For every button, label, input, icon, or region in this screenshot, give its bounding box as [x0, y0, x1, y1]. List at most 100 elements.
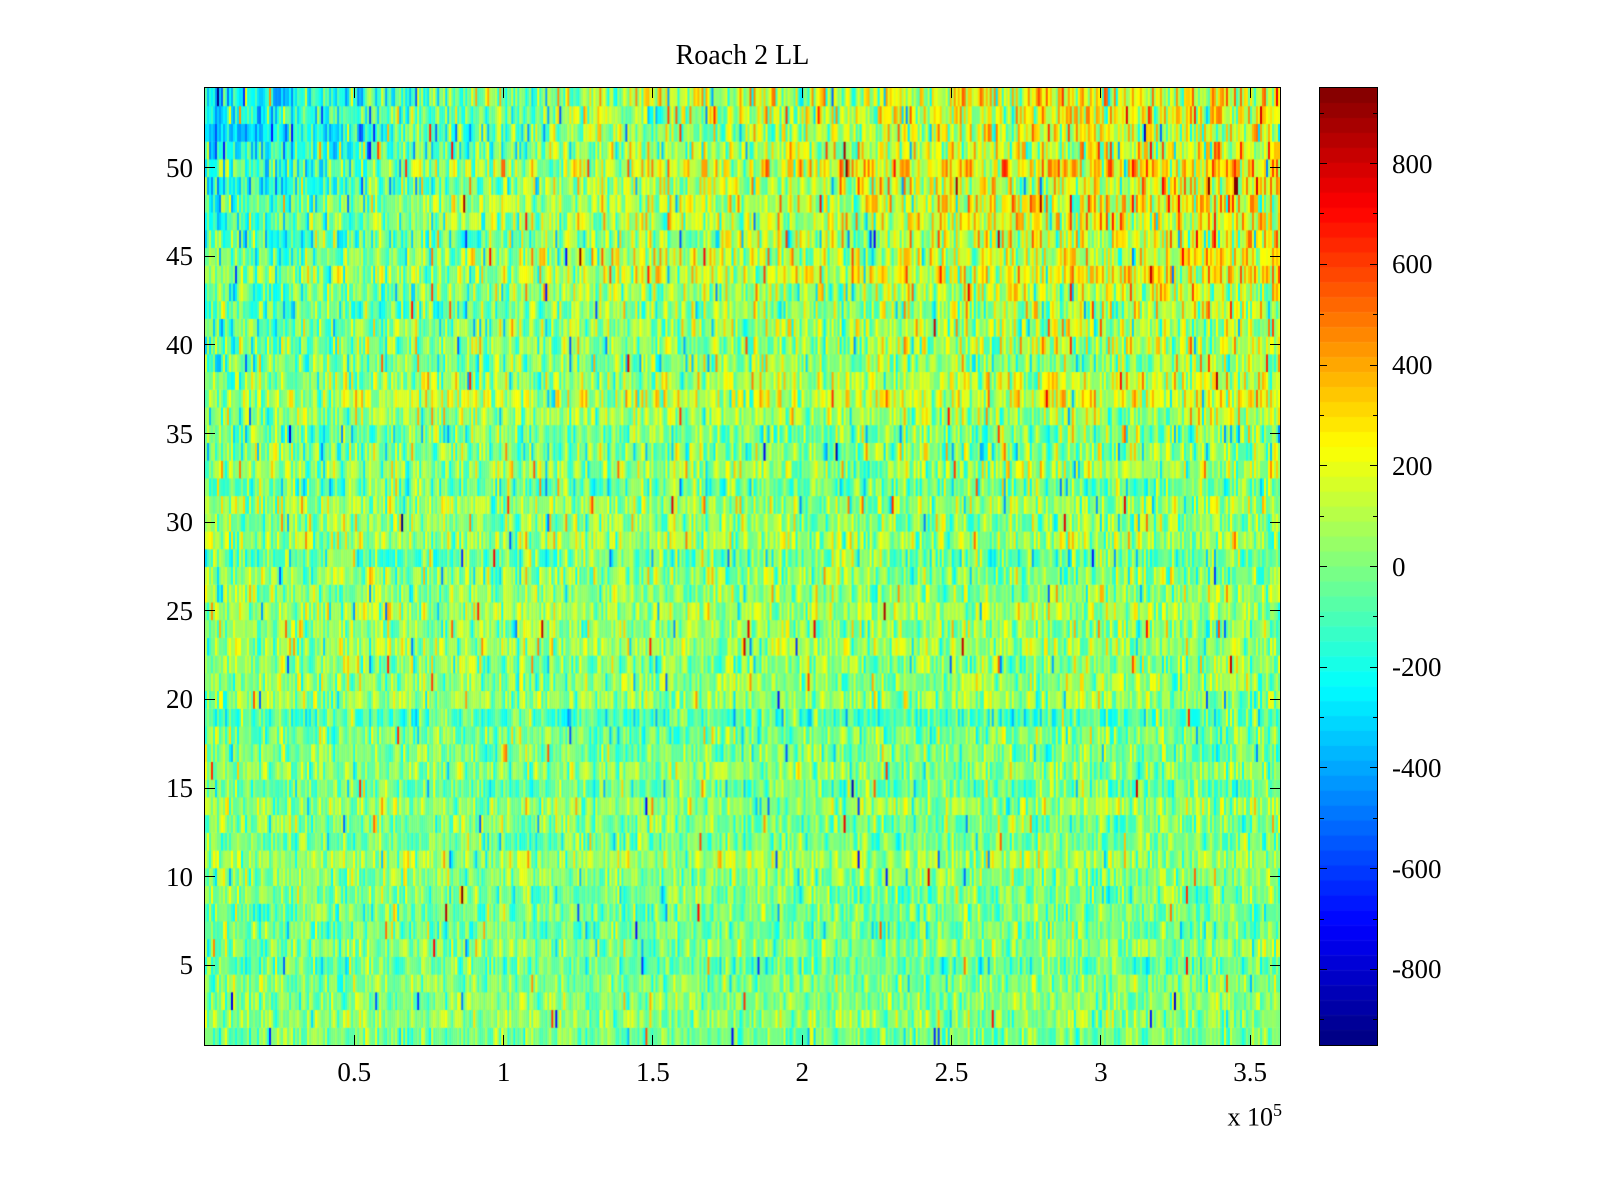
colorbar-tick-mark-left [1320, 666, 1327, 668]
colorbar-minor-tick-mark [1373, 1019, 1377, 1021]
colorbar-tick-mark-left [1320, 163, 1327, 165]
colorbar-minor-tick-mark [1373, 112, 1377, 114]
colorbar-minor-tick-mark [1373, 515, 1377, 517]
y-tick-label: 20 [166, 684, 193, 715]
x-multiplier-exponent: 5 [1273, 1100, 1282, 1120]
colorbar-tick-label: 200 [1392, 450, 1433, 481]
y-tick-mark-right [1270, 964, 1280, 966]
y-tick-mark-right [1270, 787, 1280, 789]
colorbar-minor-tick-mark [1373, 616, 1377, 618]
y-tick-mark-right [1270, 255, 1280, 257]
x-axis-multiplier-label: x 105 [1170, 1100, 1283, 1133]
x-tick-mark [801, 1035, 803, 1045]
x-tick-label: 3.5 [1233, 1057, 1267, 1087]
y-tick-label: 40 [166, 329, 193, 360]
x-tick-mark [1100, 1035, 1102, 1045]
y-tick-mark-right [1270, 610, 1280, 612]
colorbar-tick-mark-left [1320, 465, 1327, 467]
colorbar-tick-mark-left [1320, 868, 1327, 870]
colorbar-minor-tick-mark [1373, 717, 1377, 719]
y-tick-label: 15 [166, 773, 193, 804]
colorbar-tick-label: -800 [1392, 954, 1442, 985]
colorbar-minor-tick-mark [1373, 817, 1377, 819]
colorbar-tick-mark [1370, 868, 1377, 870]
colorbar-minor-tick-mark [1373, 213, 1377, 215]
x-multiplier-base: x 10 [1227, 1102, 1274, 1132]
colorbar-tick-label: 800 [1392, 148, 1433, 179]
colorbar-tick-mark [1370, 767, 1377, 769]
colorbar-tick-mark [1370, 465, 1377, 467]
x-tick-label: 1.5 [636, 1057, 670, 1087]
colorbar-minor-tick-mark-left [1320, 1019, 1324, 1021]
x-tick-mark-top [353, 88, 355, 98]
colorbar-tick-mark [1370, 566, 1377, 567]
colorbar-minor-tick-mark [1373, 918, 1377, 920]
colorbar-minor-tick-mark-left [1320, 314, 1324, 316]
y-tick-label: 45 [166, 241, 193, 272]
y-tick-mark [205, 964, 215, 966]
y-tick-mark-right [1270, 344, 1280, 346]
y-tick-mark-right [1270, 167, 1280, 169]
x-tick-mark-top [652, 88, 654, 98]
y-tick-mark [205, 787, 215, 789]
y-tick-mark-right [1270, 876, 1280, 878]
x-tick-mark [503, 1035, 505, 1045]
colorbar-tick-mark-left [1320, 566, 1327, 567]
colorbar-tick-mark [1370, 968, 1377, 970]
x-tick-label: 3 [1094, 1057, 1108, 1087]
x-tick-mark-top [503, 88, 505, 98]
y-tick-mark [205, 433, 215, 435]
colorbar-tick-label: -400 [1392, 752, 1442, 783]
heatmap-plot-area [204, 87, 1281, 1046]
x-tick-mark [1249, 1035, 1251, 1045]
y-tick-mark [205, 521, 215, 523]
colorbar-minor-tick-mark-left [1320, 817, 1324, 819]
colorbar-tick-label: 400 [1392, 350, 1433, 381]
colorbar-tick-mark [1370, 666, 1377, 668]
y-tick-label: 10 [166, 861, 193, 892]
x-tick-mark-top [1100, 88, 1102, 98]
colorbar-tick-mark [1370, 364, 1377, 366]
colorbar-minor-tick-mark [1373, 414, 1377, 416]
colorbar-minor-tick-mark-left [1320, 717, 1324, 719]
colorbar-minor-tick-mark-left [1320, 515, 1324, 517]
colorbar-tick-label: -600 [1392, 853, 1442, 884]
x-tick-mark-top [1249, 88, 1251, 98]
y-tick-mark-right [1270, 521, 1280, 523]
colorbar-tick-mark-left [1320, 767, 1327, 769]
x-tick-mark [951, 1035, 953, 1045]
colorbar-tick-label: -200 [1392, 652, 1442, 683]
y-tick-label: 25 [166, 595, 193, 626]
x-tick-mark-top [801, 88, 803, 98]
y-tick-mark-right [1270, 698, 1280, 700]
y-tick-mark-right [1270, 433, 1280, 435]
colorbar-tick-mark [1370, 263, 1377, 265]
y-tick-mark [205, 698, 215, 700]
colorbar-minor-tick-mark-left [1320, 918, 1324, 920]
y-tick-label: 5 [179, 950, 194, 981]
x-tick-label: 1 [496, 1057, 511, 1087]
y-tick-label: 35 [166, 418, 193, 449]
colorbar-tick-mark [1370, 163, 1377, 165]
x-tick-label: 0.5 [337, 1057, 372, 1087]
y-tick-mark [205, 610, 215, 612]
colorbar-minor-tick-mark-left [1320, 616, 1324, 618]
x-tick-mark-top [951, 88, 953, 98]
x-tick-label: 2.5 [934, 1057, 969, 1087]
colorbar-tick-mark-left [1320, 364, 1327, 366]
y-tick-mark [205, 167, 215, 169]
colorbar-tick-mark-left [1320, 263, 1327, 265]
colorbar-minor-tick-mark [1373, 314, 1377, 316]
y-tick-mark [205, 344, 215, 346]
colorbar-tick-label: 0 [1392, 551, 1406, 582]
colorbar-minor-tick-mark-left [1320, 112, 1324, 114]
x-tick-mark [353, 1035, 355, 1045]
y-tick-label: 50 [166, 152, 193, 183]
colorbar-tick-mark-left [1320, 968, 1327, 970]
colorbar-tick-label: 600 [1392, 249, 1433, 280]
y-tick-mark [205, 255, 215, 257]
colorbar-minor-tick-mark-left [1320, 213, 1324, 215]
colorbar [1319, 87, 1378, 1046]
chart-title: Roach 2 LL [675, 40, 810, 71]
